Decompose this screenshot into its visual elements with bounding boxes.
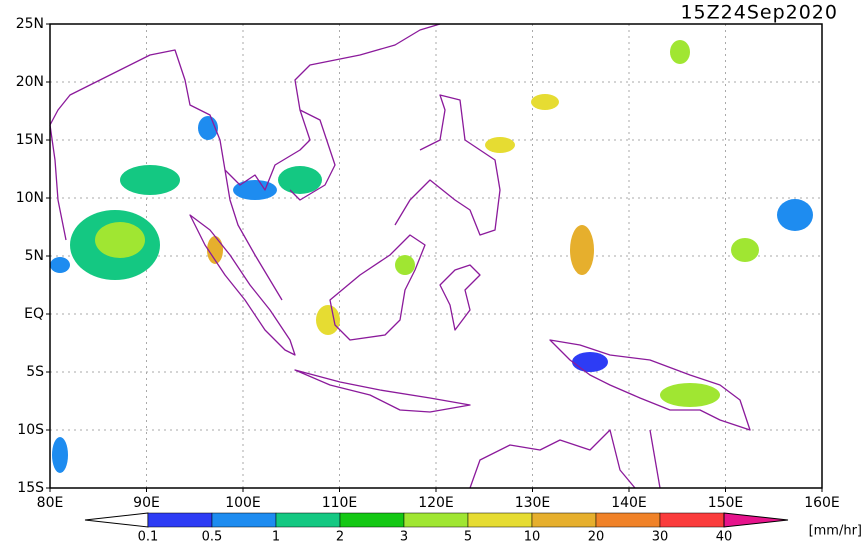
rain-area bbox=[531, 94, 559, 110]
coastline bbox=[189, 214, 296, 356]
coastline bbox=[394, 94, 501, 236]
rain-area bbox=[95, 222, 145, 258]
colorbar-label: 10 bbox=[524, 530, 541, 544]
colorbar-label: 40 bbox=[716, 530, 733, 544]
coastline bbox=[289, 109, 336, 201]
colorbar-box bbox=[659, 512, 725, 528]
coastlines bbox=[49, 23, 751, 489]
rain-area bbox=[731, 238, 759, 262]
lon-label: 120E bbox=[418, 495, 454, 511]
lat-label: 5N bbox=[25, 248, 44, 264]
lon-label: 100E bbox=[225, 495, 261, 511]
lat-label: 10N bbox=[16, 190, 44, 206]
coastline bbox=[49, 23, 441, 191]
colorbar: 0.1 0.5 1 2 3 5 10 20 30 40 bbox=[84, 512, 789, 544]
lat-label: 20N bbox=[16, 74, 44, 90]
lat-label: EQ bbox=[24, 306, 44, 322]
lat-label: 10S bbox=[17, 422, 44, 438]
colorbar-box bbox=[211, 512, 277, 528]
colorbar-box bbox=[339, 512, 405, 528]
coastline bbox=[294, 369, 471, 413]
lon-label: 140E bbox=[611, 495, 647, 511]
lat-label: 15S bbox=[17, 480, 44, 496]
lat-label: 15N bbox=[16, 132, 44, 148]
lon-label: 110E bbox=[322, 495, 358, 511]
coastline bbox=[649, 429, 661, 489]
coastline bbox=[329, 234, 426, 341]
rain-area bbox=[233, 180, 277, 200]
rain-area bbox=[570, 225, 594, 275]
colorbar-box bbox=[595, 512, 661, 528]
colorbar-label: 0.1 bbox=[138, 530, 159, 544]
coastline bbox=[439, 264, 481, 331]
colorbar-label: 3 bbox=[400, 530, 408, 544]
rain-area bbox=[485, 137, 515, 153]
lon-label: 90E bbox=[133, 495, 160, 511]
rain-area bbox=[395, 255, 415, 275]
colorbar-label: 20 bbox=[588, 530, 605, 544]
rain-area bbox=[316, 305, 340, 335]
colorbar-unit: [mm/hr] bbox=[809, 524, 862, 539]
lon-label: 160E bbox=[804, 495, 840, 511]
colorbar-end bbox=[84, 512, 149, 528]
colorbar-end bbox=[723, 512, 789, 528]
lat-label: 5S bbox=[26, 364, 44, 380]
rain-area bbox=[52, 437, 68, 473]
rain-area bbox=[50, 257, 70, 273]
coastline bbox=[469, 429, 636, 489]
lon-label: 130E bbox=[515, 495, 551, 511]
colorbar-label: 2 bbox=[336, 530, 344, 544]
colorbar-box bbox=[147, 512, 213, 528]
rain-area bbox=[660, 383, 720, 407]
coastline bbox=[549, 339, 751, 431]
lon-label: 150E bbox=[708, 495, 744, 511]
rain-area bbox=[120, 165, 180, 195]
rain-area bbox=[207, 236, 223, 264]
colorbar-label: 30 bbox=[652, 530, 669, 544]
coastline bbox=[49, 124, 67, 241]
colorbar-label: 0.5 bbox=[202, 530, 223, 544]
map-frame bbox=[49, 23, 823, 489]
map-title: 15Z24Sep2020 bbox=[680, 2, 838, 24]
rain-area bbox=[278, 166, 322, 194]
rain-area bbox=[777, 199, 813, 231]
colorbar-box bbox=[403, 512, 469, 528]
colorbar-box bbox=[531, 512, 597, 528]
coastline bbox=[224, 169, 283, 301]
colorbar-label: 1 bbox=[272, 530, 280, 544]
rain-area bbox=[572, 352, 608, 372]
rain-area bbox=[670, 40, 690, 64]
lon-label: 80E bbox=[37, 495, 64, 511]
colorbar-box bbox=[467, 512, 533, 528]
colorbar-box bbox=[275, 512, 341, 528]
colorbar-label: 5 bbox=[464, 530, 472, 544]
lat-label: 25N bbox=[16, 16, 44, 32]
